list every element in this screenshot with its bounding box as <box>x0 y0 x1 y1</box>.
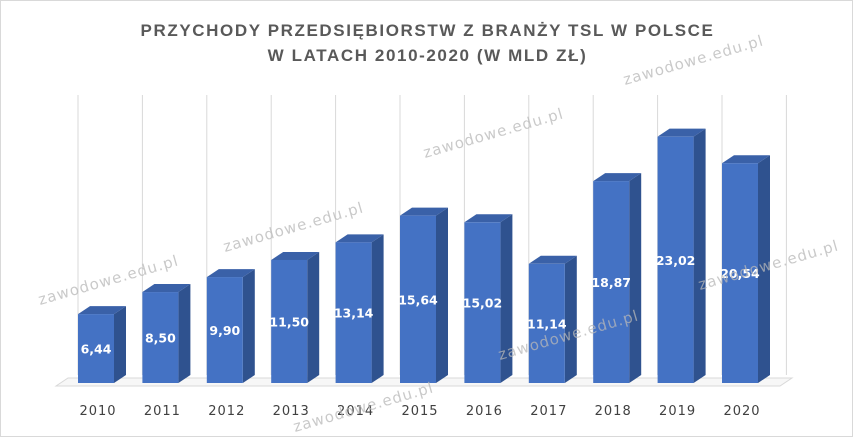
category-axis: 2010 2011 2012 2013 2014 2015 2016 2017 2018 2019… <box>79 404 760 419</box>
data-label: 8,50 <box>145 331 176 346</box>
bar-2019: 23,02 <box>656 128 706 383</box>
bar-front <box>722 163 758 383</box>
watermark: zawodowe.edu.pl <box>621 32 766 89</box>
bar-2010: 6,44 <box>78 306 126 383</box>
bar-top <box>657 128 706 137</box>
x-tick-label: 2012 <box>208 404 245 419</box>
x-tick-label: 2019 <box>659 404 696 419</box>
bar-top <box>464 214 513 223</box>
watermark: zawodowe.edu.pl <box>421 105 566 162</box>
bar-front <box>528 263 565 383</box>
bar-2012: 9,90 <box>206 269 255 383</box>
bar-side <box>758 155 770 383</box>
bar-front <box>142 292 179 383</box>
x-tick-label: 2013 <box>273 404 310 419</box>
x-tick-label: 2015 <box>401 404 438 419</box>
bar-2015: 15,64 <box>398 207 448 383</box>
bar-side <box>629 173 642 383</box>
bar-side <box>114 306 126 383</box>
bar-side <box>371 234 384 383</box>
x-tick-label: 2014 <box>337 404 374 419</box>
data-label: 15,64 <box>398 292 438 307</box>
bar-side <box>564 255 577 383</box>
x-tick-label: 2011 <box>144 404 181 419</box>
bar-side <box>178 284 191 383</box>
data-label: 18,87 <box>591 275 631 290</box>
x-tick-label: 2017 <box>530 404 567 419</box>
x-tick-label: 2016 <box>466 404 503 419</box>
bar-front <box>78 314 114 383</box>
bar-top <box>593 173 642 182</box>
bar-side <box>242 269 255 383</box>
bar-side <box>436 207 448 383</box>
x-tick-label: 2020 <box>723 404 760 419</box>
bars: 6,44 8,50 9,90 11,50 13,14 15,64 15,02 11,14 18,… <box>78 128 770 383</box>
data-label: 15,02 <box>463 296 503 311</box>
bar-front <box>400 215 436 383</box>
bar-side <box>693 128 706 383</box>
bar-top <box>271 251 320 260</box>
data-label: 11,14 <box>527 316 567 331</box>
chart-title: PRZYCHODY PRZEDSIĘBIORSTW Z BRANŻY TSL W… <box>0 18 855 68</box>
bar-top <box>400 207 448 216</box>
bar-2020: 20,54 <box>720 155 770 383</box>
bar-2014: 13,14 <box>334 234 384 383</box>
data-label: 20,54 <box>720 266 760 281</box>
bar-top <box>142 284 191 293</box>
bar-front <box>206 277 243 383</box>
bar-2013: 11,50 <box>269 251 320 383</box>
bar-top <box>335 234 384 243</box>
x-tick-label: 2010 <box>79 404 116 419</box>
data-label: 9,90 <box>209 323 240 338</box>
data-label: 13,14 <box>334 306 374 321</box>
bar-top <box>206 269 255 278</box>
bar-2016: 15,02 <box>463 214 513 383</box>
bar-2018: 18,87 <box>591 173 642 383</box>
data-label: 11,50 <box>269 314 309 329</box>
bar-2011: 8,50 <box>142 284 191 383</box>
bar-top <box>78 306 126 315</box>
bar-2017: 11,14 <box>527 255 577 383</box>
bar-front <box>593 181 630 383</box>
x-tick-label: 2018 <box>595 404 632 419</box>
data-label: 6,44 <box>81 342 112 357</box>
bar-front <box>335 242 372 383</box>
bar-side <box>500 214 513 383</box>
chart-title-line-2: W LATACH 2010-2020 (W MLD ZŁ) <box>267 46 588 65</box>
chart-title-line-1: PRZYCHODY PRZEDSIĘBIORSTW Z BRANŻY TSL W… <box>140 21 715 40</box>
bar-side <box>307 251 320 383</box>
bar-top <box>722 155 770 164</box>
bar-front <box>657 136 694 383</box>
data-label: 23,02 <box>656 253 696 268</box>
bar-front <box>464 222 501 383</box>
bar-top <box>528 255 577 264</box>
bar-front <box>271 259 308 383</box>
